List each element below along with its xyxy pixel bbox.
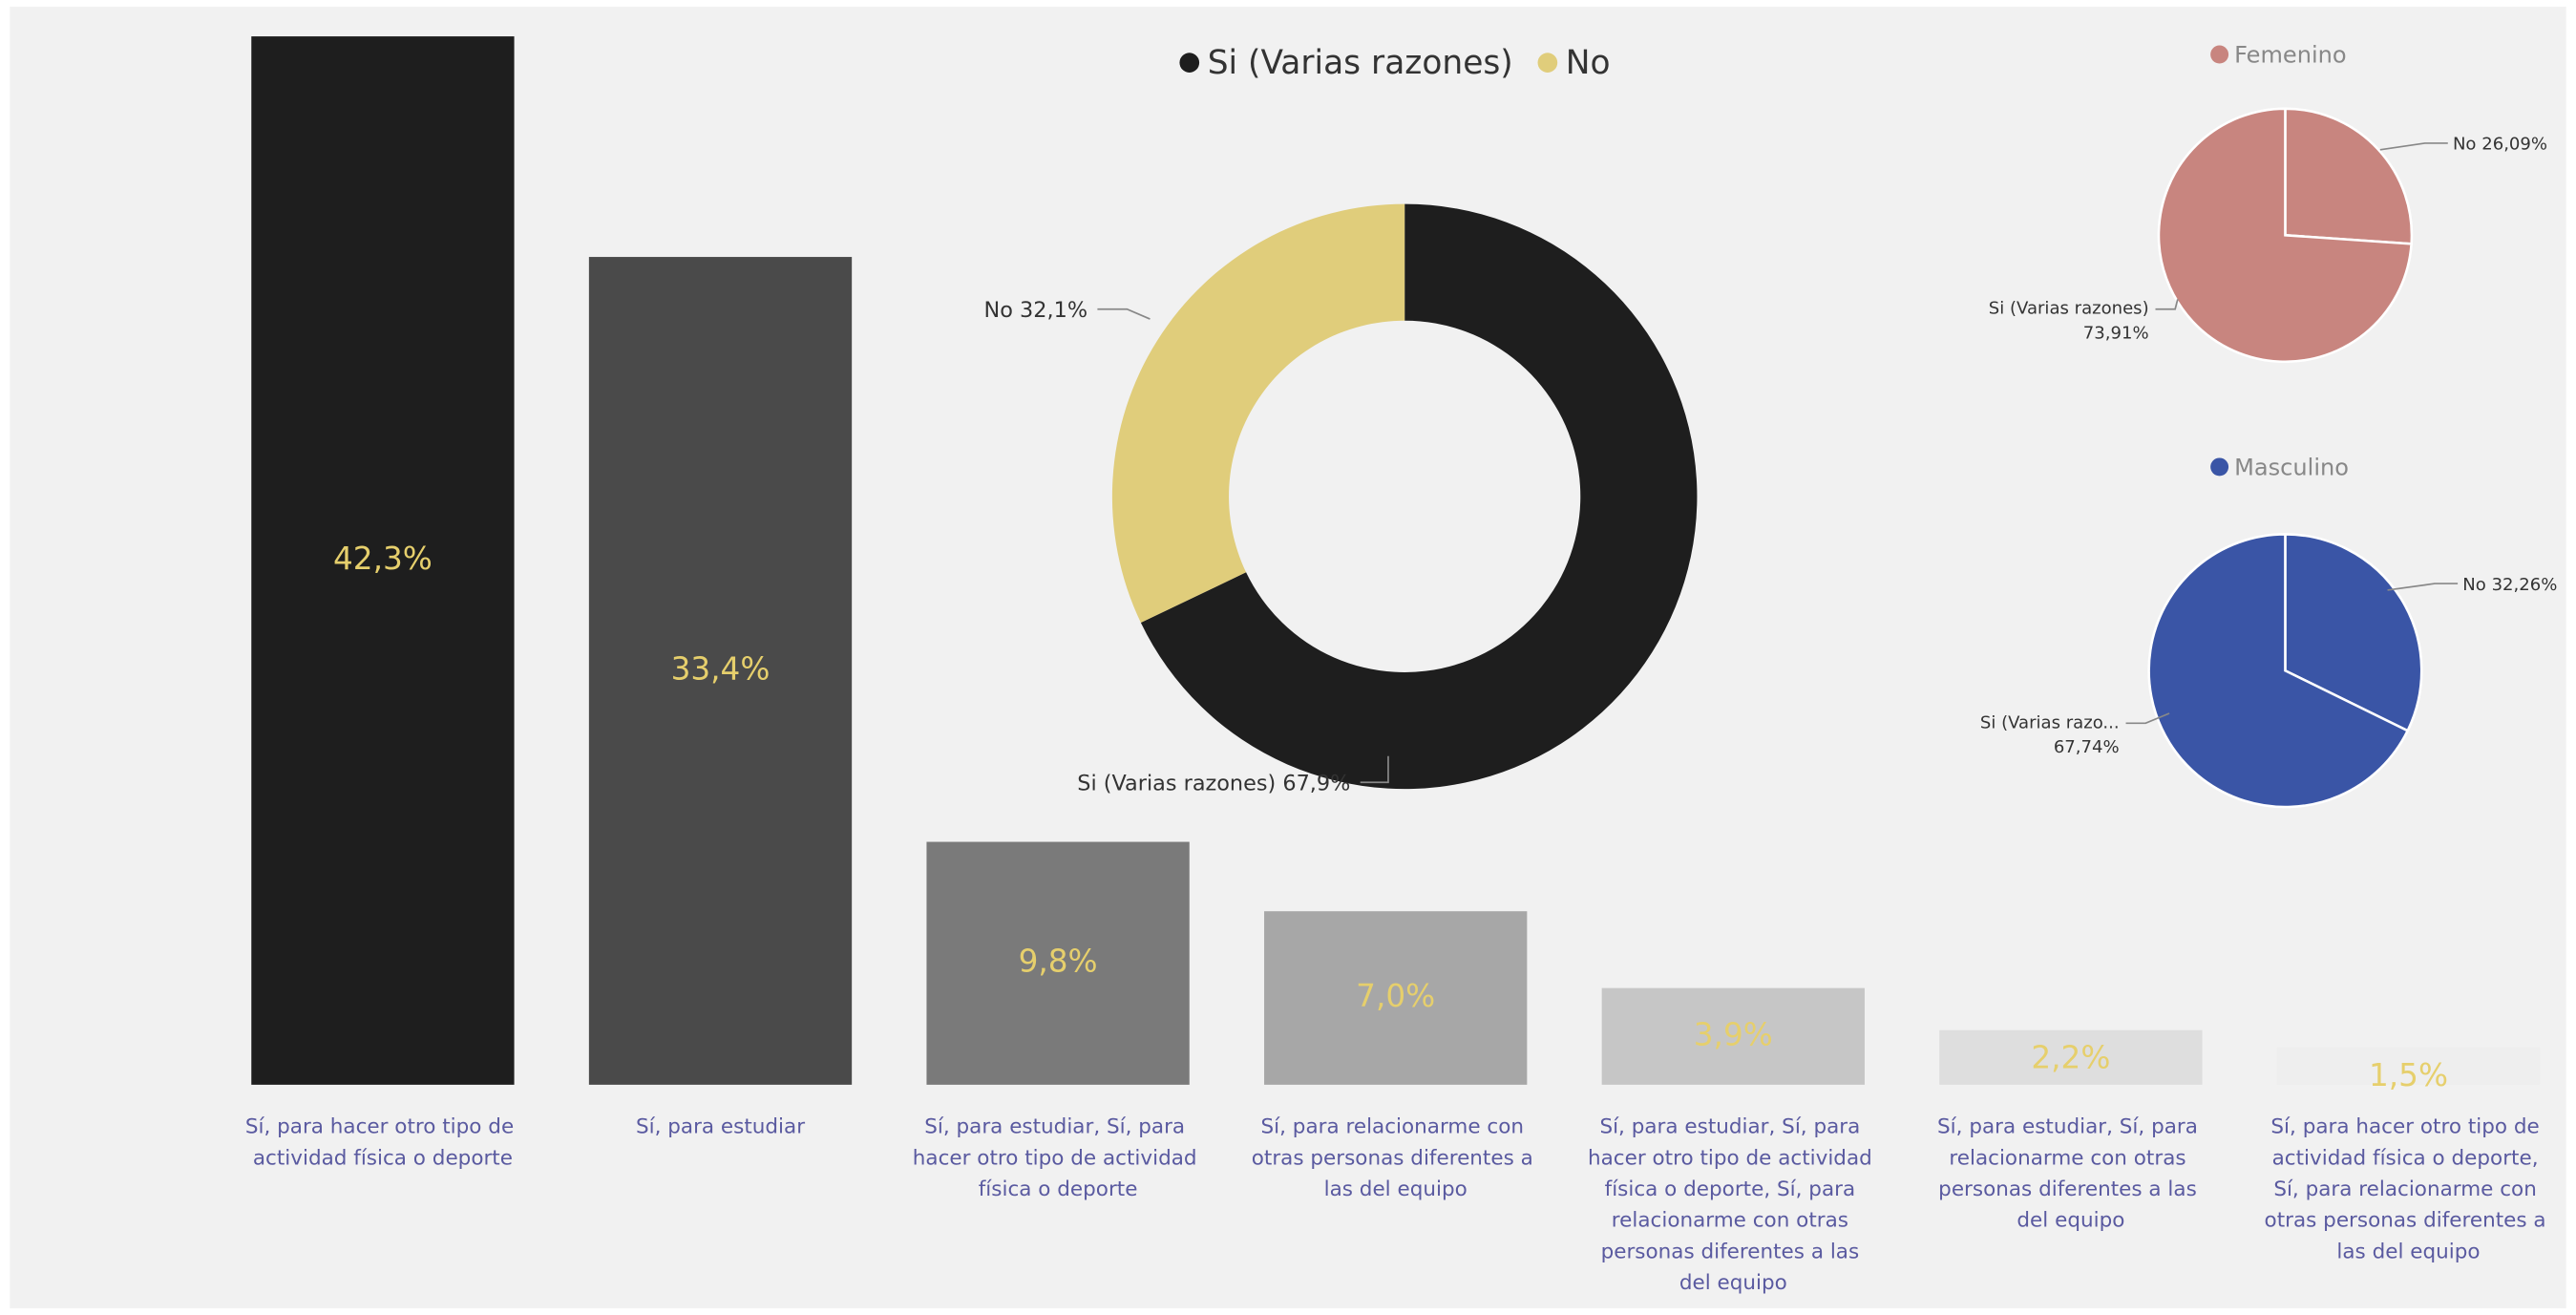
bar-value-label: 2,2% xyxy=(2031,1040,2110,1076)
pie-slice xyxy=(2147,533,2410,809)
legend-marker xyxy=(2210,45,2229,64)
bar xyxy=(2276,1047,2541,1085)
leader-line xyxy=(1360,755,1389,784)
bar-value-label: 33,4% xyxy=(671,650,771,687)
legend-marker xyxy=(1537,53,1558,73)
data-label-name: Si (Varias razo... xyxy=(1980,712,2120,732)
pie-slice xyxy=(2284,533,2423,732)
legend-label: No xyxy=(1566,44,1611,82)
bar xyxy=(1601,987,1865,1085)
leader-line xyxy=(1097,308,1151,320)
x-tick-label: Sí, para estudiar, Sí, para relacionarme… xyxy=(1937,1115,2205,1233)
leader-line xyxy=(2379,142,2448,151)
pie-slice xyxy=(2157,107,2414,364)
leader-line xyxy=(2387,583,2459,591)
bar-value-label: 7,0% xyxy=(1356,978,1435,1014)
pie-slice xyxy=(2284,107,2414,245)
data-label-name: No xyxy=(2453,135,2477,155)
data-label: Si (Varias razones) 67,9% xyxy=(1077,771,1350,795)
legend-marker xyxy=(1179,53,1200,73)
x-tick-label: Sí, para estudiar xyxy=(636,1115,805,1139)
data-label-value: 26,09% xyxy=(2481,135,2547,155)
bar-value-label: 1,5% xyxy=(2369,1057,2448,1093)
leader-line xyxy=(2155,299,2179,310)
legend-marker xyxy=(2210,457,2229,477)
bar xyxy=(1264,911,1528,1085)
bar xyxy=(588,257,853,1085)
x-tick-label: Sí, para estudiar, Sí, para hacer otro t… xyxy=(1588,1115,1879,1295)
bar-value-label: 9,8% xyxy=(1019,944,1098,980)
x-tick-label: Sí, para estudiar, Sí, para hacer otro t… xyxy=(913,1115,1204,1201)
data-label-value: 32,26% xyxy=(2492,575,2558,595)
legend-label: Si (Varias razones) xyxy=(1208,44,1513,82)
bar-value-label: 3,9% xyxy=(1694,1016,1773,1052)
bar xyxy=(251,36,515,1085)
pie-title: Femenino xyxy=(2234,42,2347,69)
bar xyxy=(926,841,1190,1085)
data-label: No 26,09% xyxy=(2453,135,2547,155)
data-label-value: 67,74% xyxy=(2054,737,2120,757)
data-label-name: No xyxy=(2462,575,2486,595)
bar xyxy=(1939,1029,2203,1085)
x-tick-label: Sí, para hacer otro tipo de actividad fí… xyxy=(2265,1115,2553,1264)
data-label-value: 73,91% xyxy=(2083,324,2149,344)
pie-title: Masculino xyxy=(2234,455,2349,481)
x-tick-label: Sí, para relacionarme con otras personas… xyxy=(1252,1115,1540,1201)
bar-value-label: 42,3% xyxy=(333,541,433,577)
data-label: No 32,26% xyxy=(2462,575,2557,595)
data-label-name: Si (Varias razones) xyxy=(1989,299,2149,319)
donut-slice xyxy=(1140,203,1698,790)
data-label: No 32,1% xyxy=(984,298,1088,323)
leader-line xyxy=(2125,712,2170,725)
x-tick-label: Sí, para hacer otro tipo de actividad fí… xyxy=(245,1115,520,1171)
donut-slice xyxy=(1111,203,1405,624)
